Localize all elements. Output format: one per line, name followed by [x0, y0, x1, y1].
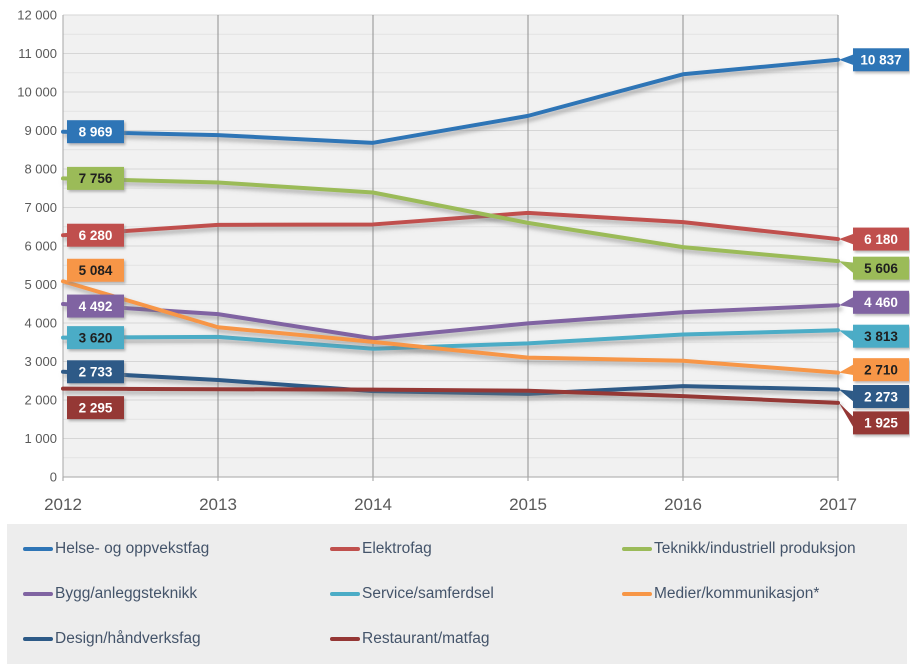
series-line-elektrofag [61, 210, 840, 242]
data-label-start-text-bygg-anleggsteknikk: 4 492 [79, 299, 113, 314]
data-label-end-text-medier-kommunikasjon: 2 710 [864, 362, 898, 377]
data-label-pointer-elektrofag [839, 233, 854, 245]
y-axis-label: 1 000 [24, 431, 57, 446]
y-axis-label: 5 000 [24, 277, 57, 292]
data-label-start-text-service-samferdsel: 3 620 [79, 330, 113, 345]
data-label-end-text-bygg-anleggsteknikk: 4 460 [864, 295, 898, 310]
data-label-start-design-h-ndverksfag [67, 360, 124, 384]
data-label-pointer-service-samferdsel [839, 330, 854, 342]
x-axis-year-label: 2013 [199, 495, 237, 514]
data-label-start-text-medier-kommunikasjon: 5 084 [79, 263, 113, 278]
data-label-start-teknikk-industriell-produksjon [67, 166, 124, 190]
y-axis-label: 7 000 [24, 200, 57, 215]
line-chart: 8 969 10 837 6 280 6 180 7 756 5 606 4 492 4 46… [17, 8, 909, 514]
y-axis-label: 4 000 [24, 316, 57, 331]
data-label-end-bygg-anleggsteknikk [853, 290, 909, 314]
x-axis-year-label: 2012 [44, 495, 82, 514]
data-label-pointer-medier-kommunikasjon [839, 364, 854, 376]
y-axis-label: 12 000 [17, 8, 57, 23]
legend-item-bygg-anleggsteknikk: Bygg/anleggsteknikk [23, 582, 330, 606]
y-axis-label: 0 [50, 470, 57, 485]
data-label-pointer-restaurant-matfag [839, 402, 854, 429]
data-label-pointer-bygg-anleggsteknikk [839, 296, 854, 308]
series-line-restaurant-matfag [61, 386, 840, 405]
legend-item-label: Elektrofag [362, 540, 432, 557]
series-line-helse-og-oppvekstfag [61, 57, 840, 145]
series-line-medier-kommunikasjon [61, 279, 840, 375]
legend-item-teknikk-industriell-produksjon: Teknikk/industriell produksjon [622, 537, 901, 561]
y-axis-label: 9 000 [24, 123, 57, 138]
data-label-start-elektrofag [67, 223, 124, 247]
data-label-pointer-teknikk-industriell-produksjon [839, 261, 854, 274]
data-label-start-service-samferdsel [67, 326, 124, 350]
data-label-end-text-helse-og-oppvekstfag: 10 837 [860, 53, 901, 68]
legend-item-label: Medier/kommunikasjon* [654, 585, 820, 602]
x-axis-year-label: 2015 [509, 495, 547, 514]
legend-line-swatch [330, 592, 360, 596]
data-label-end-text-design-h-ndverksfag: 2 273 [864, 389, 898, 404]
legend-item-label: Bygg/anleggsteknikk [55, 585, 198, 602]
y-axis-label: 3 000 [24, 354, 57, 369]
series-line-service-samferdsel [61, 328, 840, 351]
legend-line-swatch [23, 637, 53, 641]
series-line-bygg-anleggsteknikk [61, 302, 840, 341]
legend-line-swatch [330, 637, 360, 641]
legend-item-restaurant-matfag: Restaurant/matfag [330, 627, 622, 651]
legend-item-helse-og-oppvekstfag: Helse- og oppvekstfag [23, 537, 330, 561]
data-label-start-medier-kommunikasjon [67, 258, 124, 282]
legend-item-medier-kommunikasjon: Medier/kommunikasjon* [622, 582, 901, 606]
legend-item-label: Design/håndverksfag [55, 630, 201, 647]
data-label-end-elektrofag [853, 227, 909, 251]
legend-item-elektrofag: Elektrofag [330, 537, 622, 561]
legend-item-label: Restaurant/matfag [362, 630, 490, 647]
legend-line-swatch [330, 547, 360, 551]
legend-item-service-samferdsel: Service/samferdsel [330, 582, 622, 606]
legend-line-swatch [622, 547, 652, 551]
data-label-end-text-elektrofag: 6 180 [864, 232, 898, 247]
data-label-end-text-teknikk-industriell-produksjon: 5 606 [864, 261, 898, 276]
data-label-start-text-teknikk-industriell-produksjon: 7 756 [79, 171, 113, 186]
y-axis-label: 2 000 [24, 393, 57, 408]
legend-line-swatch [622, 592, 652, 596]
data-label-start-text-helse-og-oppvekstfag: 8 969 [79, 124, 113, 139]
data-label-end-helse-og-oppvekstfag [853, 48, 909, 72]
data-label-end-teknikk-industriell-produksjon [853, 256, 909, 280]
data-label-end-restaurant-matfag [853, 411, 909, 435]
x-axis-year-label: 2017 [819, 495, 857, 514]
legend-line-swatch [23, 592, 53, 596]
data-label-start-restaurant-matfag [67, 396, 124, 420]
y-axis-label: 6 000 [24, 239, 57, 254]
series-line-teknikk-industriell-produksjon [61, 176, 840, 264]
y-axis-label: 10 000 [17, 85, 57, 100]
data-label-end-text-restaurant-matfag: 1 925 [864, 416, 898, 431]
series-line-design-h-ndverksfag [61, 369, 840, 396]
data-label-end-design-h-ndverksfag [853, 384, 909, 408]
data-label-end-medier-kommunikasjon [853, 358, 909, 382]
y-axis-label: 11 000 [18, 46, 57, 61]
data-label-start-helse-og-oppvekstfag [67, 120, 124, 144]
data-label-pointer-design-h-ndverksfag [839, 389, 854, 402]
legend-item-label: Teknikk/industriell produksjon [654, 540, 856, 557]
legend-item-label: Helse- og oppvekstfag [55, 540, 210, 557]
chart-legend: Helse- og oppvekstfag Elektrofag Teknikk… [7, 524, 907, 664]
data-label-start-bygg-anleggsteknikk [67, 294, 124, 318]
legend-item-design-h-ndverksfag: Design/håndverksfag [23, 627, 330, 651]
data-label-end-service-samferdsel [853, 324, 909, 348]
legend-line-swatch [23, 547, 53, 551]
data-label-start-text-design-h-ndverksfag: 2 733 [79, 365, 113, 380]
legend-item-label: Service/samferdsel [362, 585, 494, 602]
data-label-end-text-service-samferdsel: 3 813 [864, 329, 898, 344]
x-axis-year-label: 2014 [354, 495, 392, 514]
data-label-start-text-elektrofag: 6 280 [79, 228, 113, 243]
data-label-start-text-restaurant-matfag: 2 295 [79, 400, 113, 415]
data-label-pointer-helse-og-oppvekstfag [839, 54, 854, 66]
y-axis-label: 8 000 [24, 162, 57, 177]
x-axis-year-label: 2016 [664, 495, 702, 514]
